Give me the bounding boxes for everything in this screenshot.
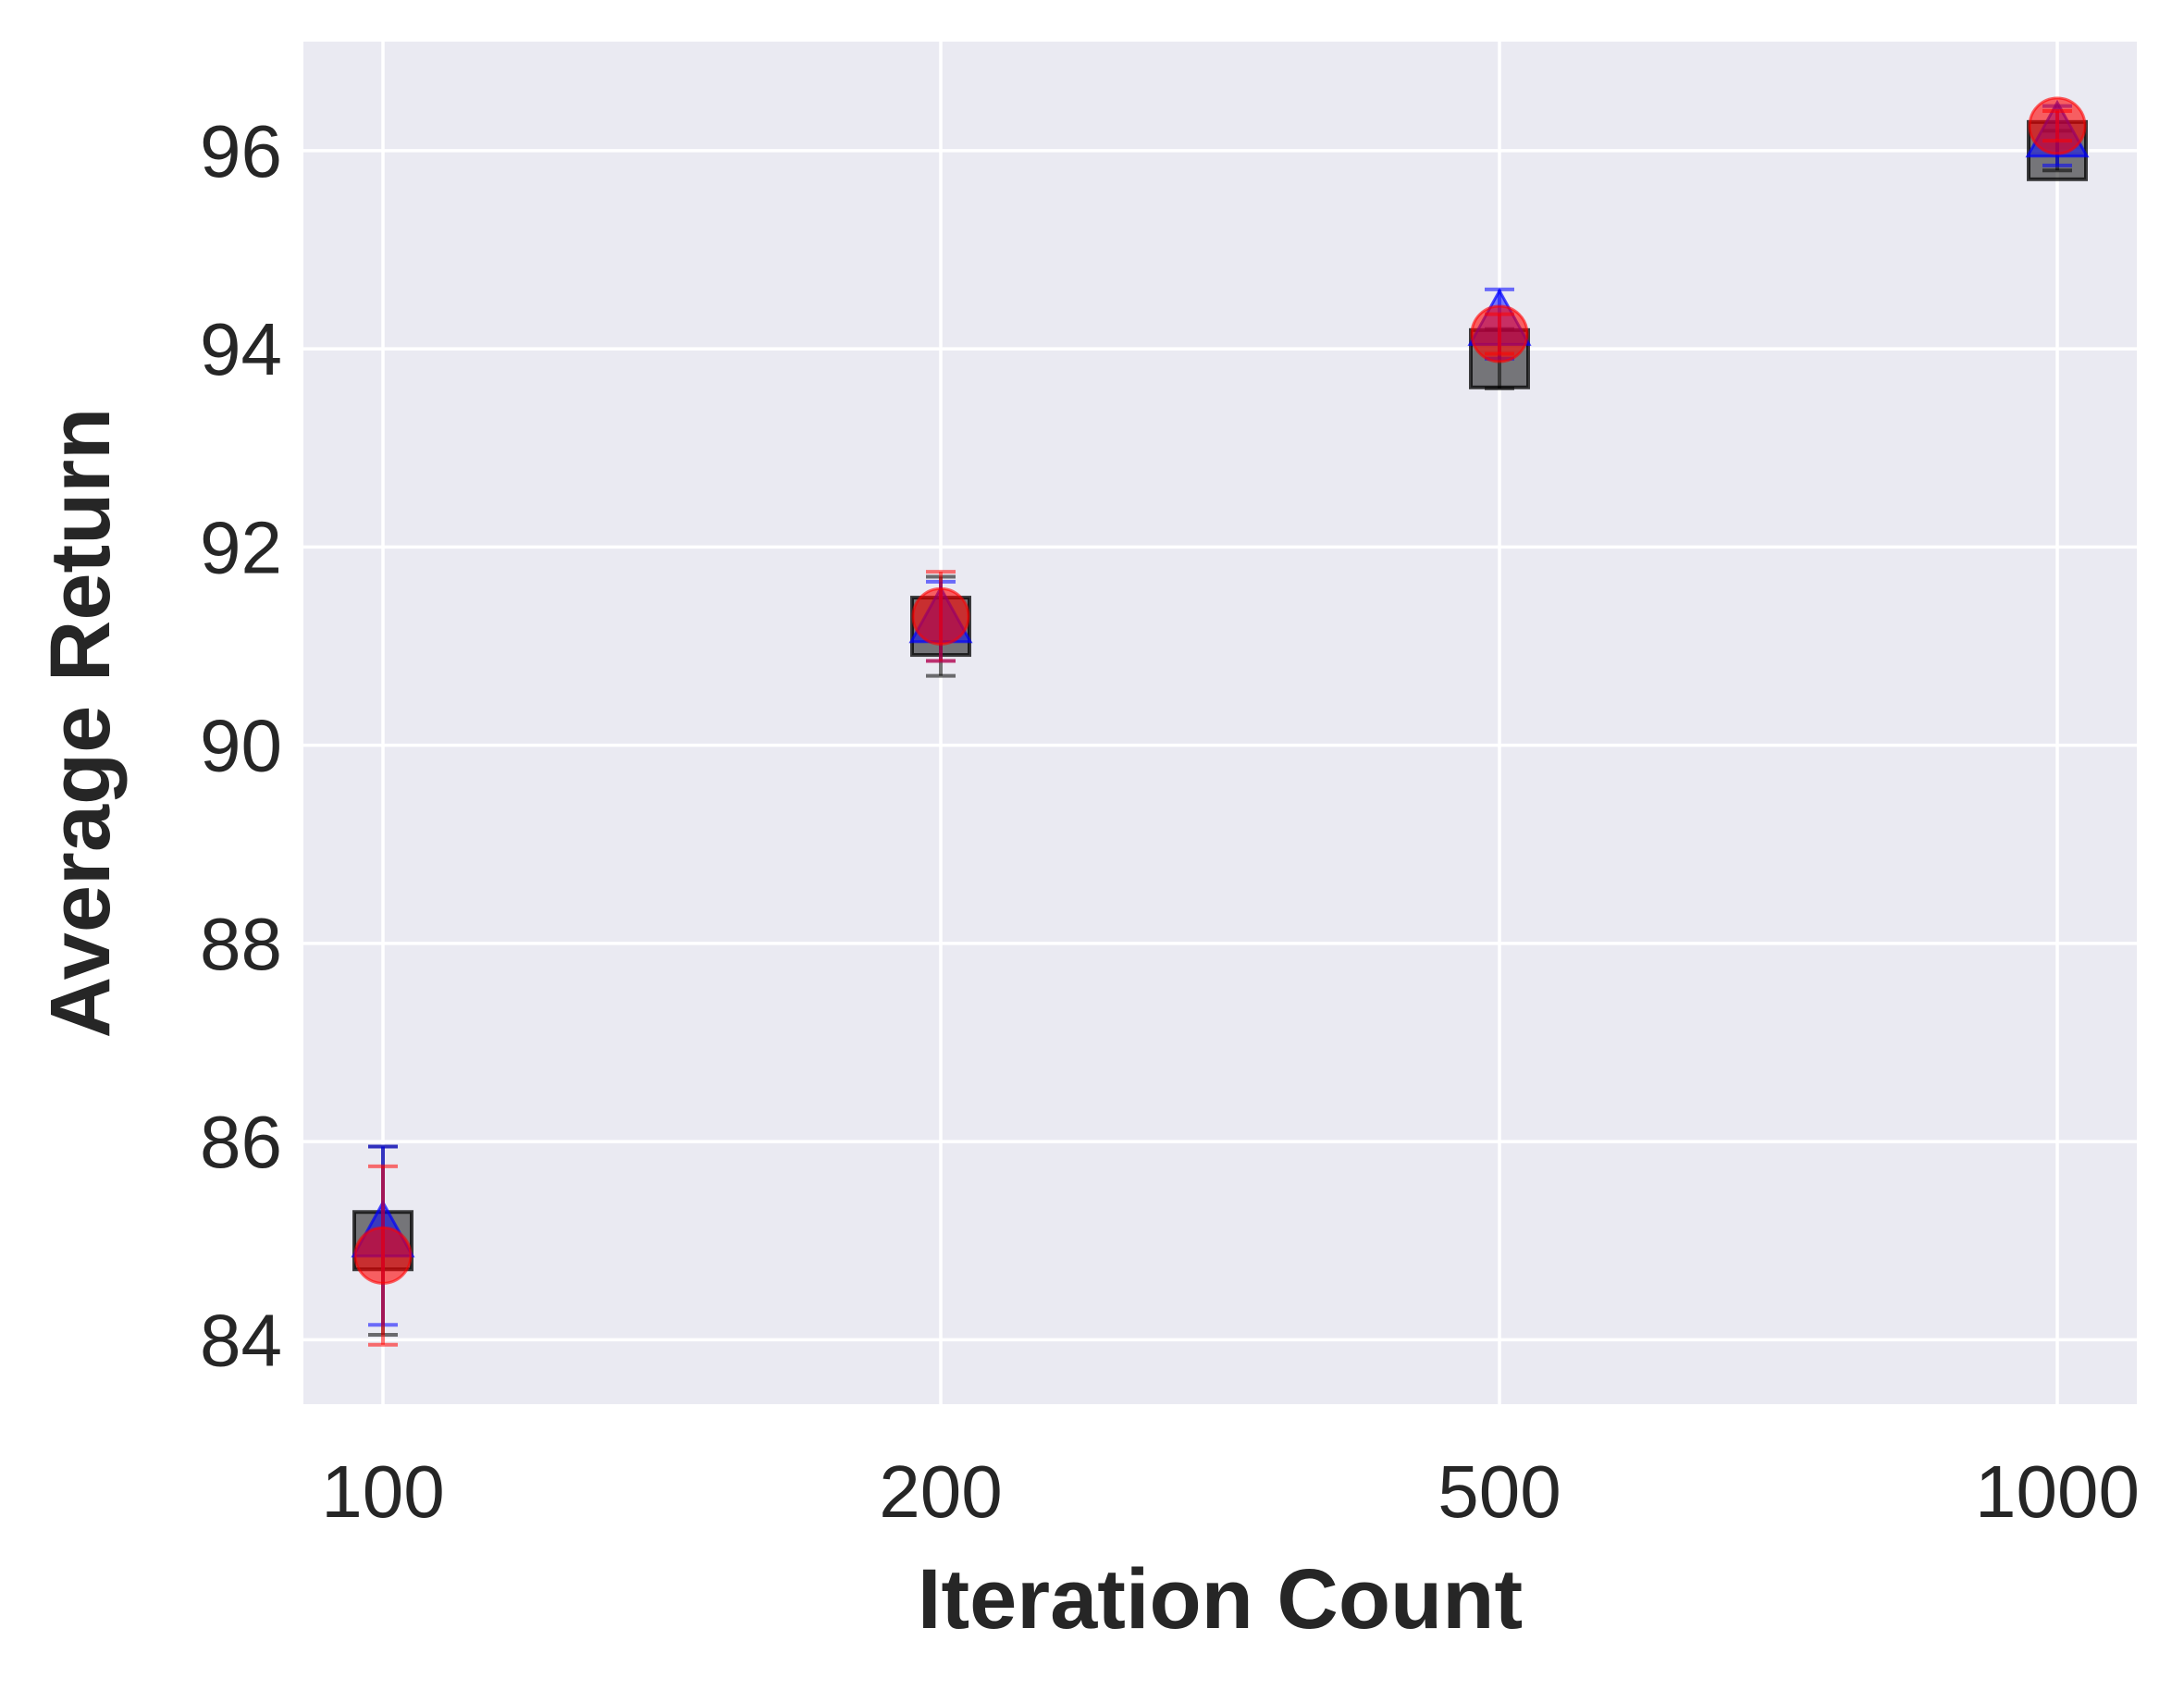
marker-circle	[911, 586, 970, 646]
y-axis-label: Average Return	[33, 408, 128, 1039]
data-point-circle	[911, 570, 970, 663]
data-point-circle	[1470, 304, 1529, 364]
y-tick-label: 86	[200, 1101, 282, 1183]
y-tick-label: 92	[200, 506, 282, 588]
marker-circle	[2028, 96, 2087, 155]
y-tick-label: 88	[200, 903, 282, 985]
data-point-circle	[353, 1164, 413, 1347]
x-tick-label: 1000	[1975, 1450, 2140, 1533]
marker-circle	[1470, 304, 1529, 364]
grid	[303, 42, 2137, 1404]
data-marks	[351, 96, 2090, 1347]
tick-labels: 84 86 88 90 92 94 96 100 200 500 1000	[200, 110, 2140, 1533]
y-tick-label: 84	[200, 1299, 282, 1381]
x-axis-label: Iteration Count	[918, 1552, 1523, 1647]
x-tick-label: 100	[321, 1450, 444, 1533]
plot-background	[303, 42, 2137, 1404]
x-tick-label: 200	[879, 1450, 1002, 1533]
y-tick-label: 94	[200, 308, 282, 390]
marker-circle	[353, 1226, 413, 1285]
data-point-circle	[2028, 96, 2087, 155]
y-tick-label: 96	[200, 110, 282, 192]
y-tick-label: 90	[200, 705, 282, 787]
x-tick-label: 500	[1437, 1450, 1561, 1533]
